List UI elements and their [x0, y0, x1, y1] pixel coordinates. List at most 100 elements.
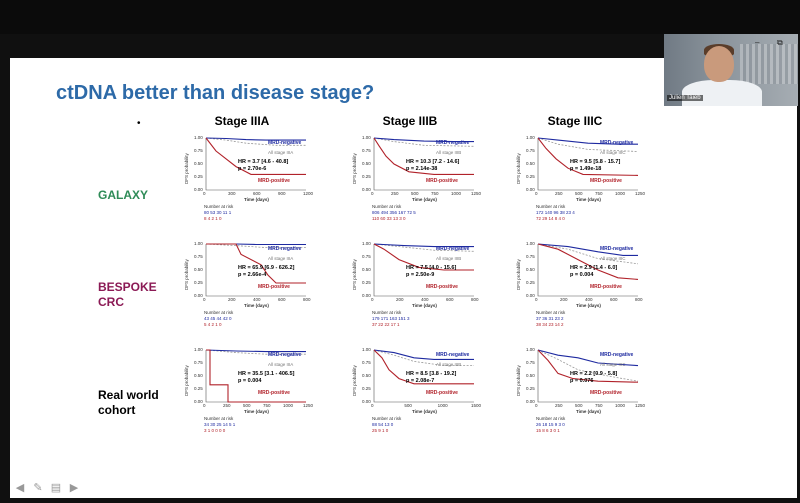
x-tick-label: 1000: [437, 403, 448, 408]
y-tick-label: 0.50: [526, 267, 535, 272]
number-at-risk-title: Number at risk: [204, 416, 234, 421]
x-axis-label: Time (days): [412, 197, 437, 202]
y-tick-label: 0.00: [194, 187, 203, 192]
x-tick-label: 1250: [303, 403, 314, 408]
number-at-risk-title: Number at risk: [536, 416, 566, 421]
y-tick-label: 0.25: [362, 174, 371, 179]
mrd-positive-label: MRD-positive: [426, 178, 458, 184]
y-tick-label: 0.00: [362, 399, 371, 404]
mrd-negative-label: MRD-negative: [600, 246, 634, 252]
mrd-negative-label: MRD-negative: [268, 246, 302, 252]
y-axis-label: DFS probability: [516, 365, 521, 396]
km-panel: 1.00 0.75 0.50 0.25 0.00 0 250 500 750 1000 1250 Ti…: [510, 346, 650, 456]
y-tick-label: 0.50: [526, 373, 535, 378]
row-label-real-world-cohort: Real world cohort: [98, 388, 159, 417]
mrd-positive-label: MRD-positive: [426, 390, 458, 396]
speaker-shirt: [682, 80, 762, 106]
mrd-positive-label: MRD-positive: [426, 284, 458, 290]
slide-menu-icon[interactable]: ▤: [50, 482, 62, 494]
number-at-risk-title: Number at risk: [204, 310, 234, 315]
mrd-negative-label: MRD-negative: [600, 140, 634, 146]
x-tick-label: 1250: [635, 403, 646, 408]
speaker-video-tile[interactable]: Julien Taieb: [664, 34, 798, 106]
mrd-negative-curve: [373, 137, 474, 143]
y-tick-label: 0.00: [526, 187, 535, 192]
y-tick-label: 0.25: [526, 174, 535, 179]
mrd-positive-curve: [537, 243, 639, 280]
x-tick-label: 400: [253, 297, 261, 302]
previous-slide-icon[interactable]: ◀: [15, 482, 25, 494]
all-stage-label: All stage IIIC: [600, 150, 626, 155]
mrd-negative-label: MRD-negative: [436, 140, 470, 146]
x-tick-label: 250: [223, 403, 231, 408]
minimize-icon[interactable]: –: [755, 38, 760, 47]
mrd-negative-curve: [373, 349, 474, 360]
pen-icon[interactable]: ✎: [33, 482, 43, 494]
y-tick-label: 1.00: [526, 135, 535, 140]
km-plot: [205, 349, 306, 403]
y-tick-label: 0.00: [526, 293, 535, 298]
number-at-risk-positive: 8 4 2 1 0: [204, 216, 222, 221]
all-stage-label: All stage IIIB: [436, 362, 462, 367]
number-at-risk-positive: 5 4 2 1 0: [204, 322, 222, 327]
mrd-positive-label: MRD-positive: [258, 390, 290, 396]
all-stage-curve: [373, 243, 475, 252]
y-axis-label: DFS probability: [184, 365, 189, 396]
x-tick-label: 0: [203, 191, 206, 196]
hazard-ratio-text: HR = 7.5 [4.0 - 15.6] p = 2.50e-9: [406, 264, 457, 278]
mrd-negative-curve: [205, 137, 306, 141]
y-tick-label: 0.75: [362, 254, 371, 259]
y-tick-label: 0.00: [194, 399, 203, 404]
y-tick-label: 0.25: [194, 280, 203, 285]
km-plot: [373, 243, 475, 297]
x-tick-label: 1000: [615, 191, 626, 196]
x-tick-label: 500: [243, 403, 251, 408]
column-header-stage-iiic: Stage IIIC: [547, 114, 603, 128]
number-at-risk-title: Number at risk: [536, 310, 566, 315]
x-tick-label: 200: [228, 297, 236, 302]
x-tick-label: 750: [431, 191, 439, 196]
x-axis-label: Time (days): [244, 409, 269, 414]
y-tick-label: 0.75: [362, 360, 371, 365]
y-tick-label: 1.00: [362, 347, 371, 352]
y-axis-label: DFS probability: [352, 365, 357, 396]
column-header-stage-iiia: Stage IIIA: [214, 114, 270, 128]
next-slide-icon[interactable]: ▶: [69, 482, 79, 494]
y-tick-label: 0.50: [194, 373, 203, 378]
number-at-risk-negative: 43 45 44 42 0: [204, 316, 232, 321]
km-plot: [205, 137, 306, 191]
hazard-ratio-text: HR = 8.5 [3.8 - 19.2] p = 2.08e-7: [406, 370, 457, 384]
all-stage-curve: [537, 243, 639, 265]
restore-icon[interactable]: ⧉: [777, 38, 783, 47]
number-at-risk-title: Number at risk: [536, 204, 566, 209]
x-tick-label: 600: [253, 191, 261, 196]
y-tick-label: 0.75: [194, 148, 203, 153]
number-at-risk-title: Number at risk: [372, 416, 402, 421]
number-at-risk-negative: 88 54 13 0: [372, 422, 394, 427]
speaker-name-label: Julien Taieb: [667, 95, 703, 101]
y-tick-label: 1.00: [526, 241, 535, 246]
all-stage-label: All stage IIIB: [436, 256, 462, 261]
y-tick-label: 0.75: [526, 254, 535, 259]
number-at-risk-positive: 38 34 23 14 2: [536, 322, 564, 327]
x-tick-label: 250: [555, 191, 563, 196]
x-tick-label: 600: [278, 297, 286, 302]
x-tick-label: 0: [535, 403, 538, 408]
y-tick-label: 1.00: [194, 347, 203, 352]
presentation-slide: ctDNA better than disease stage? • Stage…: [10, 58, 797, 498]
x-tick-label: 800: [635, 297, 643, 302]
km-plot: [537, 243, 639, 297]
y-axis-label: DFS probability: [184, 153, 189, 184]
y-tick-label: 0.50: [194, 267, 203, 272]
x-tick-label: 1250: [471, 191, 482, 196]
y-axis-label: DFS probability: [184, 259, 189, 290]
number-at-risk-positive: 3 1 0 0 0 0: [204, 428, 226, 433]
mrd-positive-curve: [373, 349, 474, 385]
hazard-ratio-text: HR = 10.3 [7.2 - 14.6] p = 2.14e-38: [406, 158, 460, 172]
x-tick-label: 800: [303, 297, 311, 302]
mrd-positive-curve: [373, 243, 474, 271]
number-at-risk-title: Number at risk: [204, 204, 234, 209]
all-stage-curve: [205, 243, 306, 248]
x-tick-label: 300: [228, 191, 236, 196]
mrd-negative-label: MRD-negative: [600, 352, 634, 358]
